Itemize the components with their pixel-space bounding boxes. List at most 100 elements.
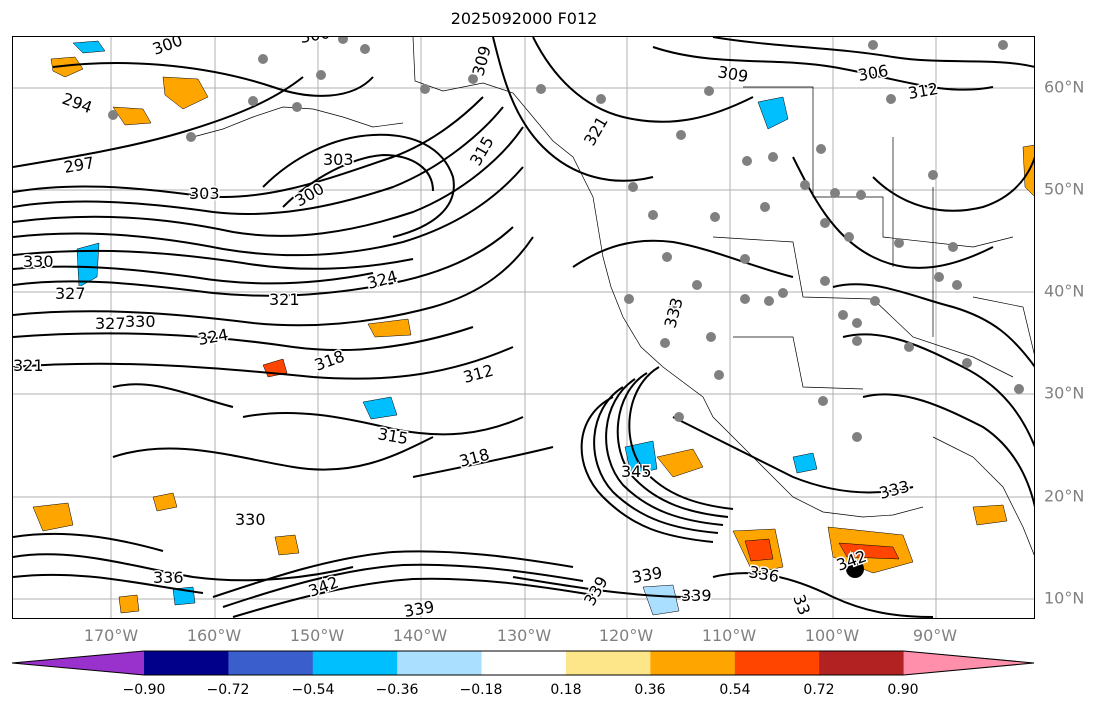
contour-label: 318 bbox=[312, 346, 347, 374]
contour-label: 330 bbox=[235, 510, 266, 529]
colorbar-tick-label: −0.54 bbox=[291, 682, 335, 698]
station-dot bbox=[904, 342, 914, 352]
shade-patch-blue bbox=[362, 396, 398, 420]
contour-label: 303 bbox=[189, 184, 220, 203]
colorbar-cell bbox=[566, 651, 651, 675]
station-dot bbox=[800, 180, 810, 190]
lat-label-50n: 50°N bbox=[1044, 179, 1085, 199]
lon-label-130w: 130°W bbox=[496, 626, 552, 645]
station-dot bbox=[338, 37, 348, 44]
contour-label: 339 bbox=[402, 597, 435, 619]
colorbar-tick-label: 0.90 bbox=[887, 682, 919, 698]
contour-label: 327 bbox=[95, 314, 126, 333]
station-dot bbox=[820, 218, 830, 228]
contour-label: 294 bbox=[60, 89, 95, 117]
colorbar-cell bbox=[312, 651, 398, 675]
station-dot bbox=[468, 74, 478, 84]
station-dot bbox=[674, 412, 684, 422]
station-dot bbox=[760, 202, 770, 212]
station-dot bbox=[844, 232, 854, 242]
station-dot bbox=[868, 40, 878, 50]
station-dot bbox=[596, 94, 606, 104]
station-dot bbox=[768, 152, 778, 162]
colorbar-cell bbox=[734, 651, 820, 675]
contour-label: 324 bbox=[196, 325, 229, 349]
station-markers bbox=[108, 37, 1024, 442]
station-dot bbox=[870, 296, 880, 306]
station-dot bbox=[668, 304, 678, 314]
contour-label: 315 bbox=[376, 424, 409, 448]
station-dot bbox=[248, 96, 258, 106]
contour-label: 339 bbox=[681, 586, 712, 605]
shade-patch-orange bbox=[972, 504, 1008, 526]
station-dot bbox=[108, 110, 118, 120]
station-dot bbox=[624, 294, 634, 304]
shade-patch-orange bbox=[50, 56, 84, 78]
contour-label: 321 bbox=[269, 290, 300, 309]
contour-label: 342 bbox=[306, 572, 341, 600]
colorbar-cell bbox=[397, 651, 483, 675]
contour-label: 327 bbox=[55, 284, 86, 303]
station-dot bbox=[692, 280, 702, 290]
station-dot bbox=[316, 70, 326, 80]
shaded-anomalies bbox=[32, 40, 1034, 616]
colorbar-tick-label: −0.72 bbox=[206, 682, 250, 698]
contour-label: 345 bbox=[621, 462, 652, 481]
storm-center-marker bbox=[846, 560, 864, 578]
lat-label-30n: 30°N bbox=[1044, 383, 1085, 403]
shade-patch-blue bbox=[757, 96, 789, 130]
station-dot bbox=[998, 40, 1008, 50]
shade-patch-blue bbox=[72, 40, 106, 54]
station-dot bbox=[740, 254, 750, 264]
station-dot bbox=[706, 332, 716, 342]
station-dot bbox=[292, 102, 302, 112]
colorbar-tick-label: −0.18 bbox=[459, 682, 503, 698]
map-canvas: 3003002942973033033003093093063123153213… bbox=[13, 37, 1034, 619]
lon-label-120w: 120°W bbox=[598, 626, 654, 645]
lat-label-40n: 40°N bbox=[1044, 281, 1085, 301]
contour-label: 333 bbox=[877, 477, 911, 503]
station-dot bbox=[186, 132, 196, 142]
shade-patch-blue bbox=[76, 242, 100, 288]
colorbar-cell bbox=[650, 651, 736, 675]
map-panel: 3003002942973033033003093093063123153213… bbox=[12, 36, 1035, 619]
station-dot bbox=[648, 210, 658, 220]
contour-label: 309 bbox=[716, 62, 749, 86]
contour-label: 318 bbox=[457, 445, 491, 471]
station-dot bbox=[928, 170, 938, 180]
station-dot bbox=[818, 396, 828, 406]
contour-label: 336 bbox=[747, 562, 780, 586]
station-dot bbox=[764, 296, 774, 306]
shade-patch-orange bbox=[118, 594, 140, 614]
station-dot bbox=[934, 272, 944, 282]
colorbar-cell bbox=[819, 651, 905, 675]
contour-label: 300 bbox=[150, 37, 185, 59]
station-dot bbox=[676, 130, 686, 140]
contour-label: 33 bbox=[789, 592, 814, 618]
colorbar-tick-label: 0.36 bbox=[634, 682, 666, 698]
station-dot bbox=[856, 190, 866, 200]
colorbar-cell bbox=[228, 651, 314, 675]
contour-label: 300 bbox=[298, 37, 331, 47]
lon-label-160w: 160°W bbox=[186, 626, 242, 645]
contour-label: 297 bbox=[62, 153, 95, 177]
contour-label: 321 bbox=[580, 113, 612, 149]
shade-patch-orange bbox=[32, 502, 74, 532]
colorbar-cell bbox=[481, 651, 567, 675]
station-dot bbox=[742, 156, 752, 166]
colorbar-tick-label: 0.54 bbox=[719, 682, 751, 698]
colorbar-tick-label: −0.36 bbox=[375, 682, 419, 698]
colorbar-cell bbox=[903, 651, 1034, 675]
lon-label-170w: 170°W bbox=[83, 626, 139, 645]
contour-label: 339 bbox=[630, 563, 663, 587]
colorbar bbox=[12, 650, 1035, 676]
station-dot bbox=[258, 54, 268, 64]
shade-patch-red bbox=[838, 542, 900, 560]
contour-label: 330 bbox=[23, 252, 54, 271]
lon-label-140w: 140°W bbox=[392, 626, 448, 645]
colorbar-tick-label: 0.72 bbox=[803, 682, 835, 698]
station-dot bbox=[662, 252, 672, 262]
station-dot bbox=[820, 276, 830, 286]
lon-label-150w: 150°W bbox=[289, 626, 345, 645]
shade-patch-orange bbox=[112, 106, 152, 126]
